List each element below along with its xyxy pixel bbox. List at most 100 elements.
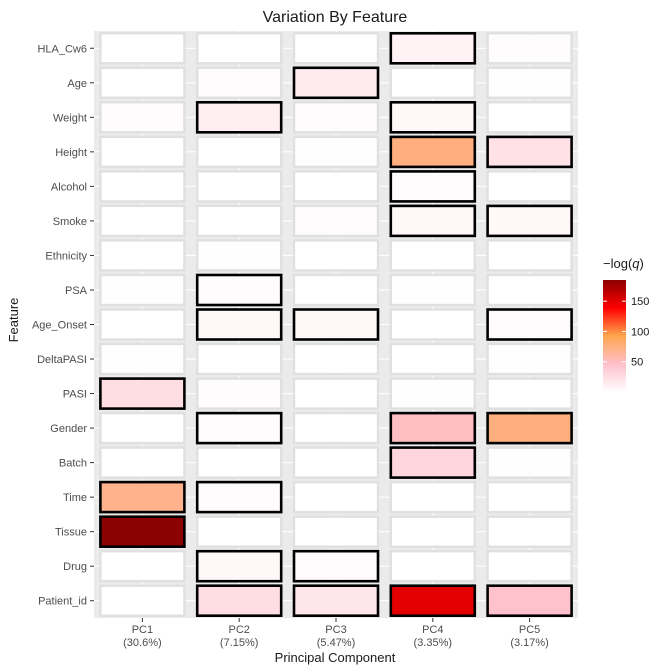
legend-colorbar [603,280,626,392]
heatmap-cell-age-onset-pc5 [486,308,573,341]
legend-tick-label: 150 [631,296,649,308]
y-tick-label: Batch [59,458,87,470]
heatmap-cell-psa-pc5 [486,273,573,307]
heatmap-cell-weight-pc2 [195,101,283,134]
x-tick-label: PC2 [228,624,249,636]
x-tick-label: PC1 [132,624,153,636]
heatmap-cell-pasi-pc3 [292,377,380,410]
heatmap-cell-weight-pc1 [99,101,186,134]
legend-title: −log(q) [603,256,644,271]
heatmap-cell-drug-pc2 [195,549,283,583]
heatmap-cell-age-onset-pc2 [195,308,283,341]
heatmap-cell-drug-pc3 [292,549,380,583]
heatmap-cell-batch-pc3 [292,446,380,479]
plot-area: HLA_Cw6 Age Weight Height Alcohol Smoke Ethnic… [32,31,578,649]
y-axis-title: Feature [6,298,21,343]
heatmap-cell-batch-pc2 [195,446,283,479]
heatmap-cell-gender-pc2 [195,411,283,445]
heatmap-cell-height-pc3 [292,135,380,169]
heatmap-cell-ethnicity-pc5 [486,239,573,272]
heatmap-cell-hla-cw6-pc5 [486,32,573,65]
chart-title: Variation By Feature [263,9,408,26]
heatmap-cell-age-onset-pc1 [99,308,186,341]
y-tick-label: Age_Onset [32,320,87,332]
y-tick-label: Tissue [55,527,87,539]
heatmap-cell-tissue-pc1 [99,515,186,549]
y-tick-label: Height [55,147,87,159]
heatmap-cell-time-pc4 [389,480,476,514]
heatmap-cell-gender-pc3 [292,411,380,445]
y-tick-label: DeltaPASI [37,354,87,366]
y-tick-label: Smoke [53,216,87,228]
heatmap-cell-batch-pc4 [389,446,477,479]
y-tick-label: Alcohol [51,181,87,193]
heatmap-cell-deltapasi-pc3 [292,342,380,376]
heatmap-cell-alcohol-pc4 [389,170,477,203]
heatmap-cell-time-pc2 [195,480,283,514]
x-tick-sublabel: (5.47%) [317,637,356,649]
y-tick-label: Age [67,78,87,90]
heatmap-cell-ethnicity-pc4 [389,239,476,272]
heatmap-cell-deltapasi-pc4 [389,342,476,376]
heatmap-cell-pasi-pc2 [195,377,283,410]
x-axis-title: Principal Component [275,650,396,665]
heatmap-cell-time-pc3 [292,480,380,514]
heatmap-cell-smoke-pc3 [292,204,380,238]
heatmap-cell-batch-pc1 [99,446,186,479]
heatmap-cell-patient-id-pc5 [486,584,573,618]
heatmap-cell-patient-id-pc1 [99,584,186,617]
y-tick-label: Patient_id [38,596,87,608]
x-tick-sublabel: (30.6%) [123,637,162,649]
heatmap-cell-smoke-pc4 [389,204,477,238]
heatmap-cell-ethnicity-pc3 [292,239,380,272]
y-tick-label: PASI [63,389,87,401]
heatmap-cell-deltapasi-pc5 [486,342,573,376]
heatmap-cell-tissue-pc3 [292,515,380,548]
heatmap-cell-deltapasi-pc1 [99,342,186,376]
legend-tick-label: 50 [631,357,643,369]
heatmap-cell-alcohol-pc1 [99,170,186,203]
heatmap-cell-tissue-pc2 [195,515,283,548]
heatmap-cell-height-pc1 [99,135,186,169]
x-tick-sublabel: (3.35%) [414,637,453,649]
heatmap-cell-age-pc5 [486,66,573,100]
heatmap-cell-psa-pc2 [195,273,283,307]
heatmap-cell-age-onset-pc3 [292,308,380,341]
heatmap-cell-pasi-pc1 [99,377,186,410]
heatmap-cell-smoke-pc1 [99,204,186,238]
heatmap-cell-time-pc1 [99,480,186,514]
heatmap-cell-ethnicity-pc1 [99,239,186,272]
heatmap-cell-height-pc2 [195,135,283,169]
heatmap-cell-age-pc3 [292,66,380,100]
heatmap-cell-age-pc1 [99,66,186,100]
y-tick-label: Weight [53,112,87,124]
heatmap-cell-ethnicity-pc2 [195,239,283,272]
heatmap-cell-tissue-pc5 [486,515,573,548]
heatmap-cell-weight-pc3 [292,101,380,134]
x-tick-sublabel: (3.17%) [510,637,549,649]
heatmap-cell-gender-pc1 [99,411,186,445]
heatmap-cell-psa-pc3 [292,273,380,307]
heatmap-cell-hla-cw6-pc1 [99,32,186,65]
legend-tick-label: 100 [631,326,649,338]
heatmap-cell-pasi-pc4 [389,377,476,410]
heatmap-cell-hla-cw6-pc4 [389,31,477,65]
heatmap-cell-batch-pc5 [486,446,573,479]
heatmap-cell-alcohol-pc5 [486,170,573,203]
heatmap-cell-drug-pc1 [99,550,186,583]
heatmap-cell-weight-pc4 [389,101,477,134]
x-tick-label: PC5 [519,624,540,636]
heatmap-cell-gender-pc5 [486,411,573,445]
heatmap-cell-patient-id-pc3 [292,584,380,618]
heatmap-cell-height-pc5 [486,135,573,169]
heatmap-cell-hla-cw6-pc3 [292,32,380,65]
heatmap-cell-pasi-pc5 [486,377,573,410]
heatmap-cell-age-pc2 [195,66,283,100]
heatmap-cell-time-pc5 [486,480,573,514]
heatmap-cell-alcohol-pc2 [195,170,283,203]
heatmap-cell-drug-pc5 [486,550,573,583]
heatmap-cell-hla-cw6-pc2 [195,32,283,65]
heatmap-cell-smoke-pc5 [486,204,573,238]
heatmap-cell-alcohol-pc3 [292,170,380,203]
